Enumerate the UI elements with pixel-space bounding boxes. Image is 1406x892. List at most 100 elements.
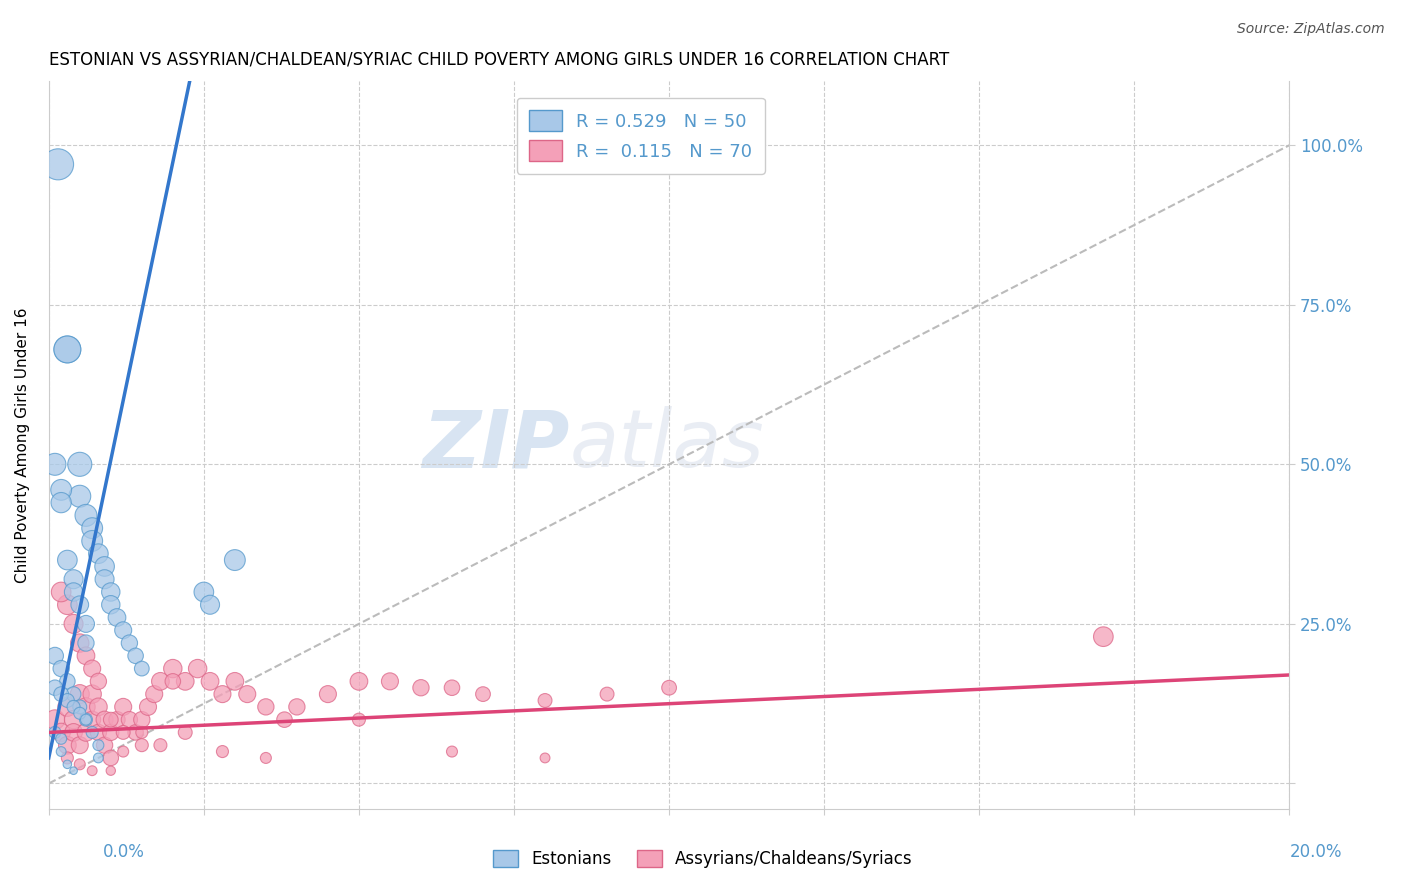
Point (62, 764, 84, 778)
Point (596, 687, 619, 701)
Text: ESTONIAN VS ASSYRIAN/CHALDEAN/SYRIAC CHILD POVERTY AMONG GIRLS UNDER 16 CORRELAT: ESTONIAN VS ASSYRIAN/CHALDEAN/SYRIAC CHI… (49, 51, 949, 69)
Point (49, 725, 72, 739)
Point (69, 706, 91, 721)
Point (75, 616, 97, 631)
Point (658, 681, 681, 695)
Point (198, 674, 221, 689)
Point (174, 674, 197, 689)
Point (87, 699, 110, 714)
Point (56, 751, 79, 765)
Point (100, 585, 122, 599)
Point (198, 598, 221, 612)
Point (69, 687, 91, 701)
Point (49, 483, 72, 497)
Point (224, 553, 246, 567)
Point (69, 636, 91, 650)
Point (472, 687, 495, 701)
Point (62, 699, 84, 714)
Point (409, 681, 432, 695)
Point (112, 745, 135, 759)
Point (62, 713, 84, 727)
Point (254, 751, 277, 765)
Point (285, 699, 308, 714)
Point (49, 745, 72, 759)
Point (49, 662, 72, 676)
Point (112, 624, 135, 638)
Point (93, 572, 115, 586)
Point (44, 725, 66, 739)
Point (56, 699, 79, 714)
Legend: R = 0.529   N = 50, R =  0.115   N = 70: R = 0.529 N = 50, R = 0.115 N = 70 (517, 97, 765, 174)
Point (211, 687, 233, 701)
Point (93, 559, 115, 574)
Point (149, 674, 172, 689)
Point (44, 458, 66, 472)
Point (236, 687, 259, 701)
Point (440, 745, 463, 759)
Point (56, 738, 79, 752)
Point (44, 713, 66, 727)
Point (75, 725, 97, 739)
Point (100, 751, 122, 765)
Point (82, 521, 104, 535)
Point (440, 681, 463, 695)
Point (100, 725, 122, 739)
Point (69, 598, 91, 612)
Point (49, 687, 72, 701)
Point (87, 674, 110, 689)
Point (131, 713, 153, 727)
Point (105, 713, 128, 727)
Point (273, 713, 295, 727)
Point (143, 687, 166, 701)
Point (211, 745, 233, 759)
Point (56, 693, 79, 707)
Point (62, 725, 84, 739)
Point (149, 738, 172, 752)
Point (1092, 630, 1115, 644)
Point (105, 610, 128, 624)
Point (49, 585, 72, 599)
Point (131, 738, 153, 752)
Point (347, 713, 370, 727)
Point (162, 662, 184, 676)
Point (49, 731, 72, 746)
Point (93, 713, 115, 727)
Point (100, 598, 122, 612)
Point (100, 713, 122, 727)
Text: atlas: atlas (569, 406, 765, 484)
Text: Source: ZipAtlas.com: Source: ZipAtlas.com (1237, 22, 1385, 37)
Point (75, 648, 97, 663)
Point (62, 572, 84, 586)
Point (87, 751, 110, 765)
Y-axis label: Child Poverty Among Girls Under 16: Child Poverty Among Girls Under 16 (15, 308, 30, 583)
Point (87, 725, 110, 739)
Point (131, 662, 153, 676)
Point (75, 699, 97, 714)
Point (62, 585, 84, 599)
Point (93, 738, 115, 752)
Point (174, 725, 197, 739)
Point (82, 764, 104, 778)
Point (69, 458, 91, 472)
Point (46, 157, 69, 171)
Point (75, 713, 97, 727)
Point (69, 489, 91, 503)
Point (56, 674, 79, 689)
Point (62, 687, 84, 701)
Point (75, 713, 97, 727)
Point (118, 713, 141, 727)
Point (193, 585, 215, 599)
Point (378, 674, 401, 689)
Point (44, 681, 66, 695)
Point (136, 699, 159, 714)
Point (224, 674, 246, 689)
Point (112, 699, 135, 714)
Point (87, 547, 110, 561)
Point (69, 757, 91, 772)
Point (82, 713, 104, 727)
Point (62, 616, 84, 631)
Text: 20.0%: 20.0% (1291, 843, 1343, 861)
Point (56, 343, 79, 357)
Point (187, 662, 209, 676)
Point (82, 725, 104, 739)
